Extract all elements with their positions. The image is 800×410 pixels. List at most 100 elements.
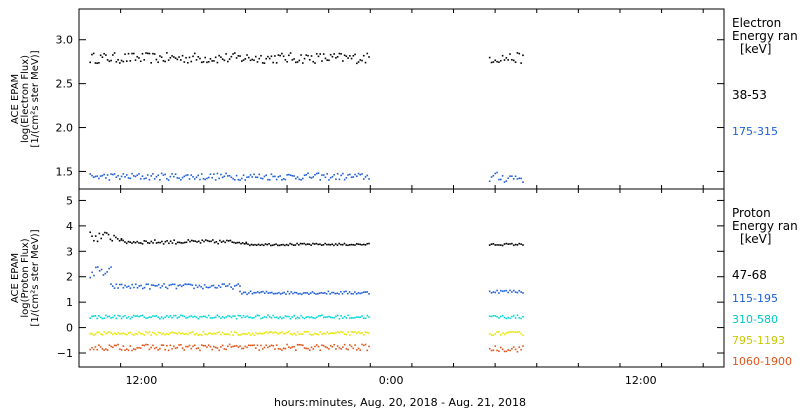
- data-point: [131, 52, 133, 55]
- data-point: [244, 345, 247, 348]
- data-point: [106, 59, 109, 61]
- data-point: [514, 243, 517, 246]
- data-point: [241, 316, 243, 319]
- data-point: [327, 243, 330, 246]
- data-point: [188, 56, 191, 59]
- data-point: [228, 343, 231, 346]
- data-point: [167, 316, 170, 319]
- data-point: [512, 314, 515, 317]
- data-point: [281, 179, 283, 181]
- data-point: [364, 61, 367, 64]
- data-point: [202, 287, 204, 290]
- data-point: [268, 57, 271, 60]
- data-point: [282, 177, 285, 180]
- data-point: [345, 55, 348, 58]
- data-point: [298, 333, 301, 335]
- data-point: [228, 58, 231, 60]
- data-point: [286, 174, 288, 176]
- data-point: [178, 56, 180, 58]
- data-point: [224, 241, 226, 244]
- data-point: [312, 242, 314, 245]
- data-point: [148, 52, 151, 55]
- data-point: [173, 239, 175, 242]
- data-point: [248, 244, 251, 247]
- data-point: [308, 316, 311, 319]
- data-point: [146, 241, 149, 244]
- data-point: [117, 174, 119, 177]
- data-point: [209, 332, 212, 334]
- data-point: [283, 291, 285, 294]
- data-point: [220, 346, 222, 348]
- data-point: [332, 291, 335, 294]
- data-point: [99, 175, 102, 177]
- data-point: [216, 347, 219, 349]
- data-point: [159, 332, 161, 334]
- data-point: [153, 347, 156, 350]
- data-point: [276, 292, 278, 295]
- data-point: [243, 243, 246, 245]
- data-point: [199, 178, 201, 181]
- data-point: [329, 176, 332, 179]
- data-point: [347, 292, 349, 295]
- data-point: [108, 267, 110, 270]
- data-point: [277, 317, 280, 320]
- data-point: [108, 315, 111, 318]
- data-point: [225, 348, 227, 351]
- data-point: [520, 177, 522, 180]
- data-point: [211, 317, 213, 319]
- data-point: [139, 60, 142, 63]
- data-point: [247, 332, 250, 334]
- data-point: [361, 315, 363, 317]
- data-point: [216, 314, 219, 317]
- data-point: [197, 240, 200, 243]
- data-point: [160, 56, 163, 59]
- data-point: [249, 316, 252, 319]
- data-point: [315, 242, 318, 245]
- data-point: [235, 331, 238, 334]
- data-point: [164, 286, 167, 288]
- data-point: [302, 292, 305, 294]
- data-point: [98, 62, 100, 64]
- data-point: [230, 176, 233, 179]
- data-point: [204, 315, 207, 318]
- data-point: [132, 241, 135, 243]
- data-point: [509, 243, 511, 245]
- data-point: [252, 244, 255, 246]
- series-38-53: [89, 52, 524, 65]
- electron-legend-title-2: Energy ran: [732, 29, 798, 43]
- data-point: [112, 54, 114, 56]
- data-point: [180, 59, 182, 61]
- data-point: [199, 242, 202, 244]
- data-point: [522, 54, 524, 57]
- data-point: [314, 174, 316, 176]
- data-point: [345, 177, 348, 179]
- data-point: [220, 317, 222, 320]
- data-point: [305, 330, 308, 333]
- data-point: [267, 178, 269, 181]
- data-point: [501, 290, 504, 293]
- data-point: [282, 332, 285, 335]
- data-point: [516, 244, 519, 246]
- data-point: [310, 55, 313, 57]
- data-point: [364, 317, 367, 319]
- data-point: [166, 314, 168, 317]
- data-point: [333, 244, 335, 247]
- data-point: [149, 288, 151, 290]
- data-point: [305, 174, 308, 176]
- data-point: [356, 175, 358, 178]
- data-point: [326, 59, 328, 61]
- data-point: [178, 177, 180, 179]
- data-point: [197, 347, 200, 349]
- data-point: [267, 314, 269, 316]
- data-point: [301, 344, 304, 347]
- data-point: [301, 242, 304, 245]
- data-point: [354, 173, 356, 176]
- data-point: [492, 61, 495, 63]
- data-point: [93, 274, 95, 277]
- data-point: [105, 332, 107, 335]
- data-point: [187, 283, 190, 285]
- data-point: [207, 286, 210, 289]
- data-point: [115, 236, 117, 239]
- data-point: [505, 332, 508, 334]
- data-point: [498, 61, 500, 63]
